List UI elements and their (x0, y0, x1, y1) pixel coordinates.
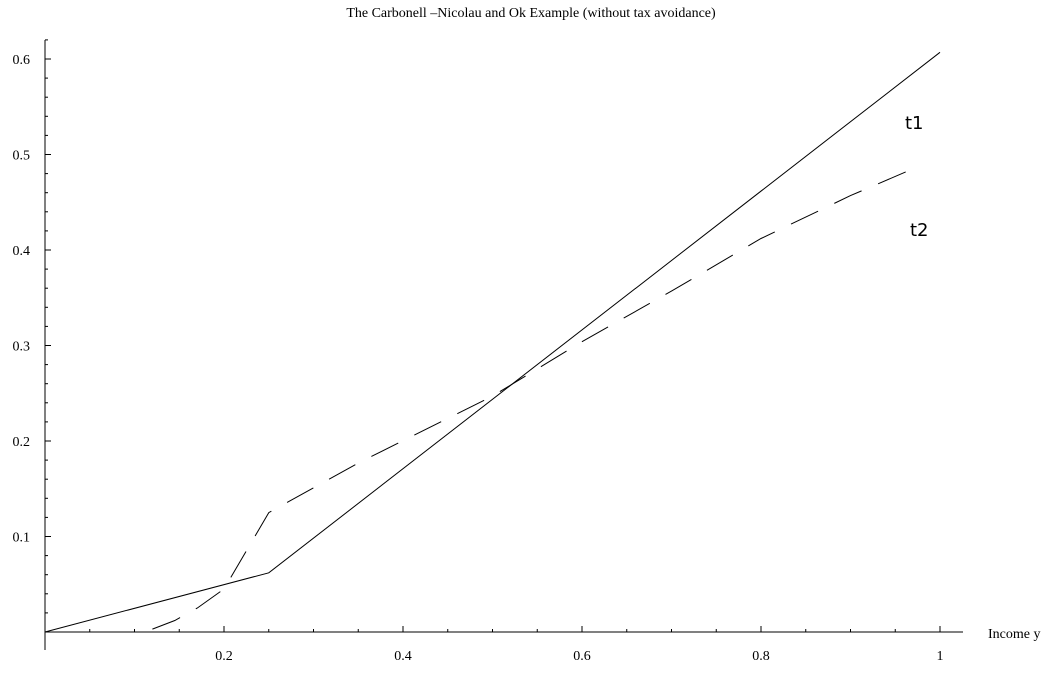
y-tick-label: 0.4 (13, 244, 31, 259)
labels-layer: 0.2 0.4 0.6 0.8 1 0.1 0.2 0.3 0.4 0.5 0.6 Income y t… (13, 53, 1041, 664)
x-tick-label: 0.6 (573, 649, 591, 664)
series-layer (44, 51, 941, 633)
y-tick-label: 0.3 (13, 340, 31, 355)
x-tick-label: 0.4 (394, 649, 412, 664)
y-tick-label: 0.6 (13, 53, 31, 68)
y-tick-label: 0.2 (13, 435, 31, 450)
x-tick-label: 0.8 (752, 649, 770, 664)
x-axis-label: Income y (988, 627, 1040, 642)
x-tick-label: 0.2 (215, 649, 233, 664)
x-tick-label: 1 (937, 649, 944, 664)
y-tick-label: 0.5 (13, 149, 31, 164)
y-tick-label: 0.1 (13, 531, 31, 546)
axes (44, 39, 963, 650)
series-label-t1: t1 (905, 113, 924, 134)
series-line-t1 (44, 51, 941, 633)
series-line-t2 (152, 168, 914, 630)
chart-title: The Carbonell –Nicolau and Ok Example (w… (346, 6, 716, 21)
series-label-t2: t2 (910, 220, 929, 241)
